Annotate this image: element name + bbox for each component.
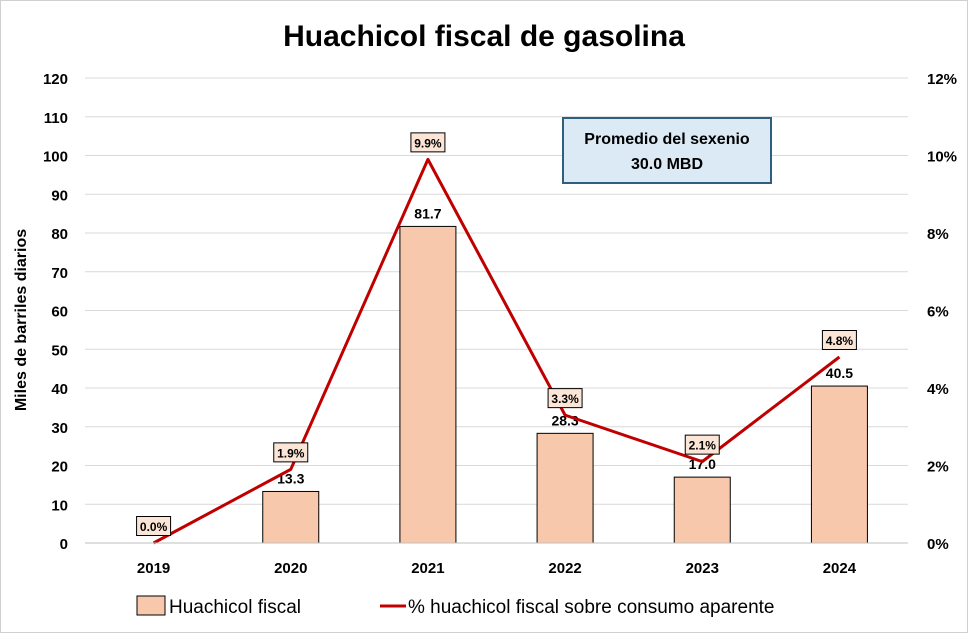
y2-tick-label: 4%: [927, 381, 949, 398]
y-tick-label: 100: [43, 149, 68, 166]
line-path: [152, 157, 841, 545]
line-series: 0.0% 1.9% 9.9% 3.3% 2.1% 4.8%: [136, 132, 857, 545]
y2-tick-label: 8%: [927, 226, 949, 243]
y-tick-label: 60: [51, 304, 68, 321]
y-tick-label: 80: [51, 226, 68, 243]
line-data-label: 9.9%: [414, 136, 442, 150]
legend-label-line: % huachicol fiscal sobre consumo aparent…: [408, 597, 774, 618]
y-tick-label: 50: [51, 342, 68, 359]
y-axis-ticks: 0 10 20 30 40 50 60 70 80 90 100 110 120: [43, 71, 68, 553]
x-axis-ticks: 2019 2020 2021 2022 2023 2024: [85, 542, 908, 577]
y-tick-label: 70: [51, 265, 68, 282]
x-tick-label: 2022: [548, 560, 581, 577]
y2-tick-label: 10%: [927, 149, 957, 166]
bar: [262, 490, 320, 544]
y-tick-label: 90: [51, 187, 68, 204]
line-data-label: 3.3%: [551, 392, 579, 406]
annotation-line2: 30.0 MBD: [631, 156, 703, 173]
legend-swatch-bar: [136, 595, 166, 616]
line-data-label: 4.8%: [826, 334, 854, 348]
line-data-label-box: [273, 442, 309, 463]
x-tick-label: 2021: [411, 560, 444, 577]
y-tick-label: 30: [51, 420, 68, 437]
line-data-label-box: [821, 330, 857, 350]
bar-data-label: 81.7: [414, 205, 441, 221]
line-data-label-box: [410, 132, 446, 153]
line-data-label: 0.0%: [140, 520, 168, 534]
line-data-label: 2.1%: [689, 439, 717, 453]
annotation-box: Promedio del sexenio 30.0 MBD: [562, 117, 772, 184]
legend: Huachicol fiscal % huachicol fiscal sobr…: [136, 595, 774, 618]
line-data-label: 1.9%: [277, 446, 305, 460]
y-tick-label: 40: [51, 381, 68, 398]
line-data-label-box: [136, 516, 172, 536]
y2-tick-label: 0%: [927, 536, 949, 553]
bar: [810, 385, 868, 544]
line-data-label-box: [684, 434, 720, 455]
y-tick-label: 20: [51, 459, 68, 476]
bar: [399, 225, 457, 544]
y2-axis-ticks: 0% 2% 4% 6% 8% 10% 12%: [927, 71, 957, 553]
y2-tick-label: 2%: [927, 459, 949, 476]
bar: [673, 476, 731, 544]
line-data-label-box: [547, 388, 583, 409]
x-tick-label: 2020: [274, 560, 307, 577]
legend-label-bar: Huachicol fiscal: [169, 597, 301, 618]
chart-title: Huachicol fiscal de gasolina: [283, 20, 685, 53]
y2-tick-label: 6%: [927, 304, 949, 321]
x-tick-label: 2024: [823, 560, 857, 577]
x-tick-label: 2019: [137, 560, 170, 577]
annotation-line1: Promedio del sexenio: [584, 131, 750, 148]
x-tick-label: 2023: [686, 560, 719, 577]
y-tick-label: 110: [44, 110, 68, 127]
y-tick-label: 120: [43, 71, 68, 88]
y-tick-label: 0: [60, 536, 68, 553]
bar-data-label: 40.5: [826, 365, 853, 381]
y-tick-label: 10: [51, 497, 68, 514]
bar-series: 13.381.728.317.040.5: [262, 205, 868, 544]
y2-tick-label: 12%: [927, 71, 957, 88]
y-axis-label: Miles de barriles diarios: [13, 229, 30, 411]
bar: [536, 432, 594, 544]
